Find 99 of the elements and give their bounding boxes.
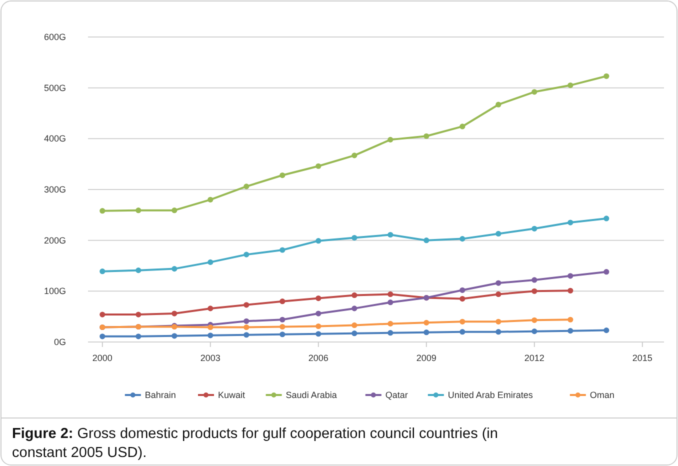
point	[532, 89, 538, 95]
point	[460, 287, 466, 293]
point	[136, 208, 142, 214]
legend-label: United Arab Emirates	[448, 390, 534, 400]
point	[460, 296, 466, 302]
point	[244, 332, 250, 338]
point	[244, 252, 250, 258]
point	[100, 208, 106, 214]
x-tick-label: 2009	[416, 353, 436, 363]
point	[280, 247, 286, 253]
x-tick-label: 2003	[200, 353, 220, 363]
point	[244, 184, 250, 190]
y-tick-label: 400G	[44, 134, 66, 144]
point	[172, 208, 178, 214]
point	[352, 234, 358, 241]
point	[424, 238, 430, 244]
point	[316, 310, 322, 316]
point	[208, 196, 214, 202]
point	[280, 298, 286, 304]
point	[388, 291, 394, 298]
point	[388, 300, 394, 306]
point	[352, 152, 358, 158]
point	[496, 280, 502, 286]
point	[244, 324, 250, 330]
point	[244, 318, 250, 324]
point	[316, 238, 322, 244]
point	[352, 322, 358, 328]
point	[280, 324, 286, 330]
point	[172, 333, 178, 339]
point	[208, 306, 214, 312]
point	[496, 329, 502, 335]
point	[568, 288, 574, 294]
point	[208, 324, 214, 330]
point	[568, 220, 574, 226]
point	[424, 133, 430, 139]
point	[280, 332, 286, 338]
caption: Figure 2: Gross domestic products for gulf cooperation council countries (in constant 2005 USD).	[12, 426, 498, 461]
point	[568, 273, 574, 279]
legend-label: Oman	[590, 390, 614, 400]
point	[100, 312, 106, 318]
point	[460, 329, 466, 335]
point	[496, 291, 502, 298]
point	[136, 334, 142, 340]
x-tick-label: 2000	[92, 353, 112, 363]
point	[460, 236, 466, 242]
point	[388, 320, 394, 326]
y-tick-label: 300G	[44, 184, 66, 194]
x-tick-label: 2006	[308, 353, 328, 363]
point	[496, 318, 502, 324]
point	[388, 330, 394, 336]
point	[532, 226, 538, 232]
point	[424, 320, 430, 326]
point	[604, 269, 610, 275]
x-tick-label: 2012	[524, 353, 544, 363]
legend-label: Qatar	[385, 390, 408, 400]
point	[172, 310, 178, 316]
point	[136, 268, 142, 274]
x-tick-label: 2015	[632, 353, 652, 363]
y-tick-label: 500G	[44, 82, 66, 93]
point	[388, 136, 394, 142]
point	[352, 292, 358, 298]
point	[316, 331, 322, 337]
legend-label: Kuwait	[218, 390, 246, 400]
point	[352, 306, 358, 312]
y-tick-label: 100G	[44, 286, 66, 296]
point	[100, 334, 106, 340]
point	[604, 73, 610, 79]
point	[460, 124, 466, 130]
point	[604, 328, 610, 334]
point	[172, 266, 178, 272]
point	[316, 323, 322, 330]
point	[532, 288, 538, 294]
point	[424, 330, 430, 336]
point	[460, 318, 466, 324]
point	[100, 268, 106, 274]
point	[208, 332, 214, 338]
point	[604, 216, 610, 222]
point	[280, 316, 286, 322]
y-tick-label: 200G	[44, 235, 66, 246]
point	[280, 172, 286, 178]
point	[316, 295, 322, 302]
point	[496, 102, 502, 108]
point	[316, 163, 322, 169]
point	[388, 232, 394, 238]
point	[244, 302, 250, 308]
legend-label: Bahrain	[144, 390, 176, 400]
point	[568, 328, 574, 334]
point	[568, 82, 574, 88]
point	[532, 328, 538, 334]
y-tick-label: 0G	[54, 337, 66, 347]
point	[568, 316, 574, 322]
point	[496, 230, 502, 237]
y-tick-label: 600G	[44, 32, 66, 42]
point	[532, 317, 538, 323]
legend-label: Saudi Arabia	[286, 390, 337, 400]
point	[352, 330, 358, 336]
point	[532, 277, 538, 283]
point	[136, 312, 142, 318]
point	[208, 259, 214, 265]
